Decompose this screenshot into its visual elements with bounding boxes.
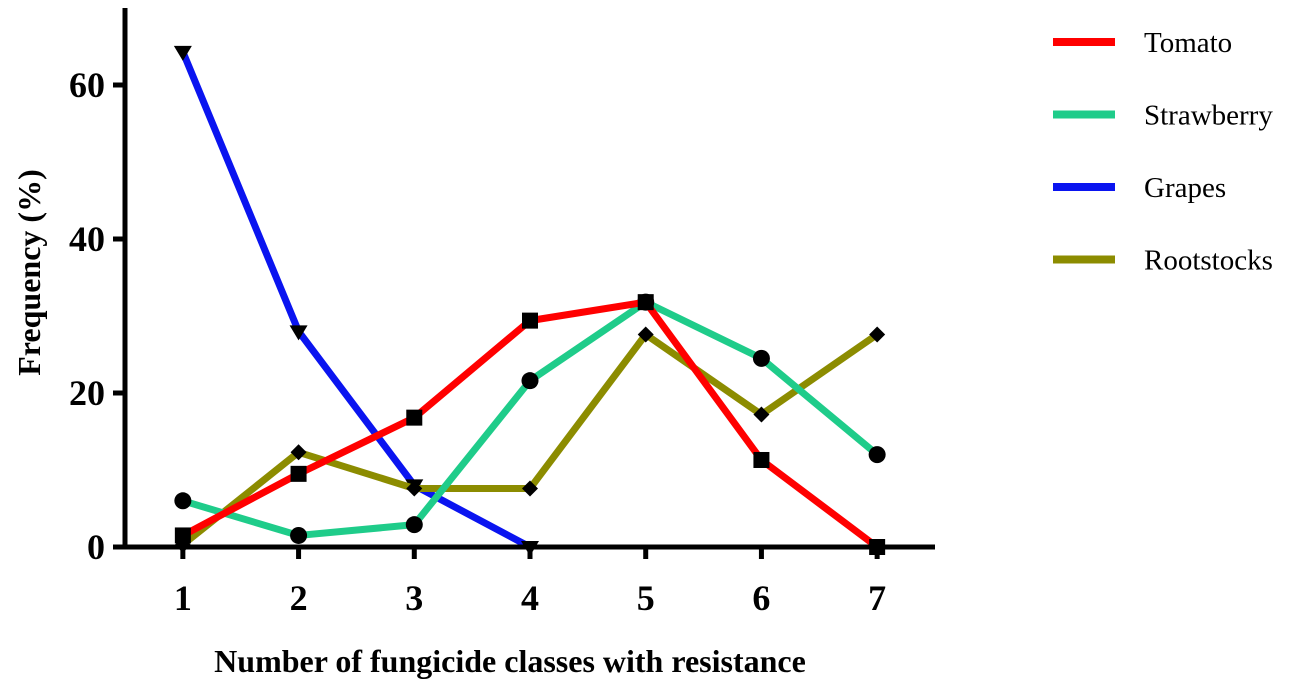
legend-label-strawberry: Strawberry <box>1144 100 1273 132</box>
x-tick-label: 3 <box>405 578 423 618</box>
data-point-tomato <box>174 527 191 544</box>
series-grapes <box>173 45 539 556</box>
y-tick-label: 20 <box>69 373 105 413</box>
data-point-tomato <box>290 465 307 482</box>
x-tick-label: 5 <box>637 578 655 618</box>
data-point-tomato <box>637 294 654 311</box>
series-tomato <box>174 294 886 555</box>
series-line-strawberry <box>179 298 881 539</box>
legend-label-grapes: Grapes <box>1144 172 1226 204</box>
data-point-rootstocks <box>290 444 307 461</box>
y-tick-label: 60 <box>69 65 105 105</box>
legend-label-rootstocks: Rootstocks <box>1144 245 1273 277</box>
ticks: 0 20 40 60 1 2 3 4 5 6 7 <box>69 65 886 618</box>
x-tick-label: 7 <box>868 578 886 618</box>
x-tick-label: 6 <box>752 578 770 618</box>
x-tick-label: 2 <box>290 578 308 618</box>
data-point-strawberry <box>521 372 539 390</box>
data-point-tomato <box>406 409 423 426</box>
y-axis-title: Frequency (%) <box>11 169 47 375</box>
series-strawberry <box>174 293 886 544</box>
x-tick-label: 4 <box>521 578 539 618</box>
data-point-rootstocks <box>637 326 654 343</box>
series-rootstocks <box>174 326 886 553</box>
data-point-rootstocks <box>753 406 770 423</box>
data-point-rootstocks <box>522 480 538 497</box>
data-point-strawberry <box>290 526 308 544</box>
series-line-grapes <box>179 48 534 551</box>
data-point-strawberry <box>405 516 423 534</box>
legend: Tomato Strawberry Grapes Rootstocks <box>1053 27 1273 277</box>
x-axis-title: Number of fungicide classes with resista… <box>214 643 806 679</box>
data-point-rootstocks <box>869 326 886 343</box>
data-point-strawberry <box>868 446 886 464</box>
data-point-grapes <box>289 325 308 341</box>
y-tick-label: 40 <box>69 219 105 259</box>
data-point-tomato <box>753 451 770 468</box>
data-point-strawberry <box>752 349 770 367</box>
axes <box>122 8 935 550</box>
legend-label-tomato: Tomato <box>1144 27 1232 59</box>
data-point-rootstocks <box>406 480 423 497</box>
data-point-strawberry <box>174 492 192 510</box>
data-point-tomato <box>522 312 538 329</box>
series-layer <box>173 45 886 556</box>
series-line-tomato <box>179 298 881 551</box>
x-tick-label: 1 <box>174 578 192 618</box>
y-tick-label: 0 <box>87 527 105 567</box>
data-point-grapes <box>173 45 192 61</box>
